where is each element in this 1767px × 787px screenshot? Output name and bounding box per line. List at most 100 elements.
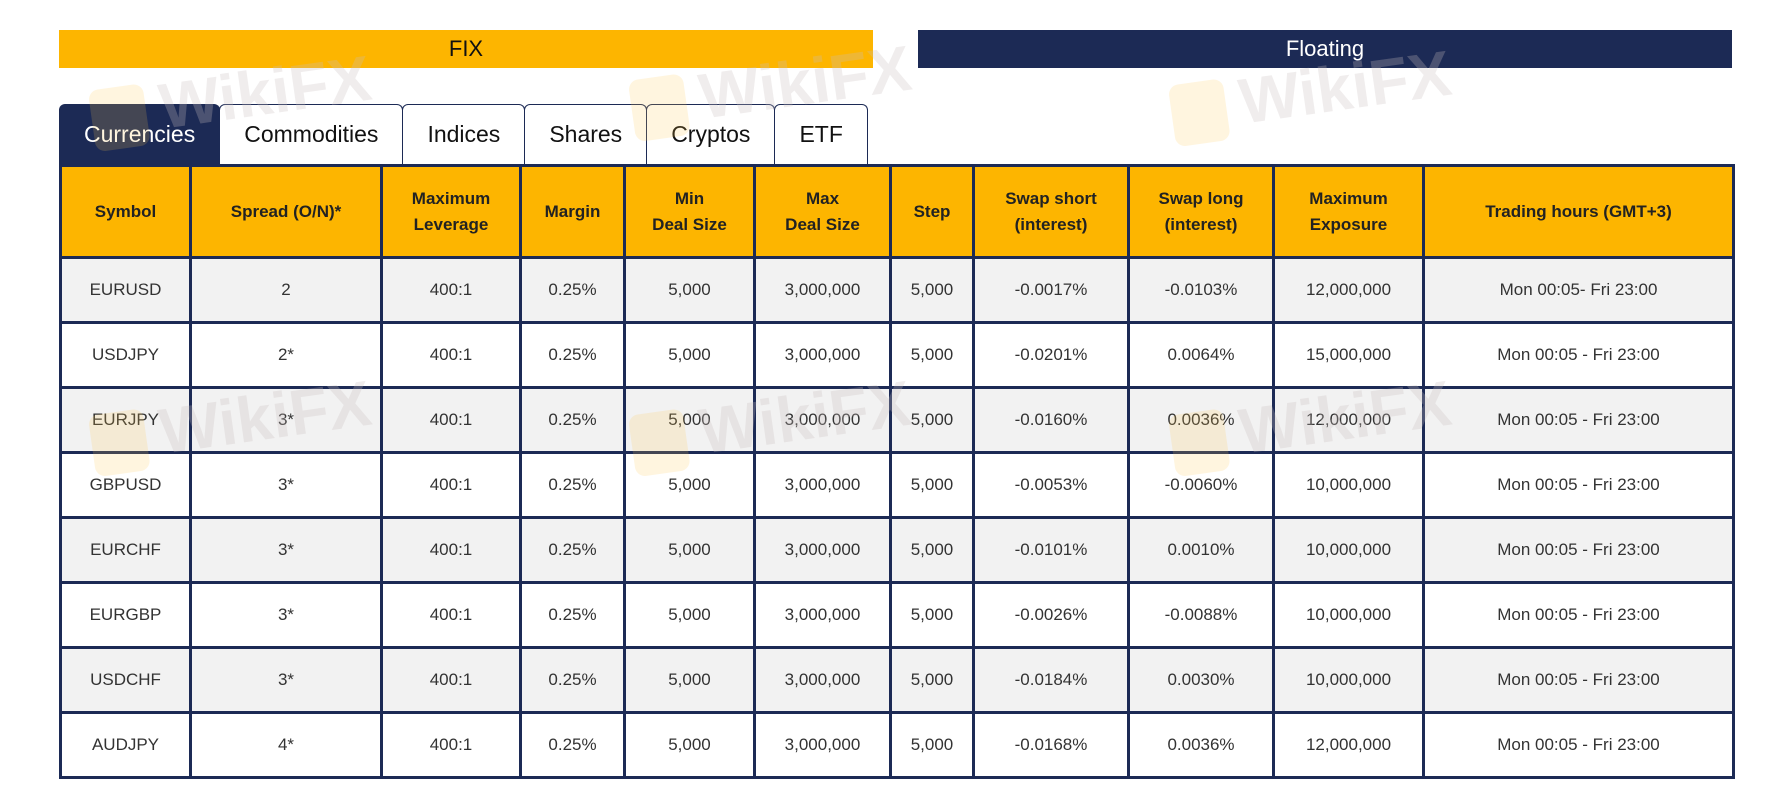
cell-step: 5,000 — [889, 516, 975, 584]
cell-symbol: GBPUSD — [59, 451, 192, 519]
cell-min-deal-size: 5,000 — [623, 711, 756, 779]
tab-etf[interactable]: ETF — [774, 104, 868, 165]
cell-swap-long: 0.0064% — [1127, 321, 1275, 389]
tab-shares[interactable]: Shares — [524, 104, 648, 165]
cell-max-leverage: 400:1 — [380, 581, 522, 649]
cell-max-deal-size: 3,000,000 — [753, 256, 892, 324]
cell-swap-short: -0.0201% — [972, 321, 1130, 389]
header-trading-hours: Trading hours (GMT+3) — [1422, 164, 1735, 259]
cell-margin: 0.25% — [519, 256, 626, 324]
cell-min-deal-size: 5,000 — [623, 256, 756, 324]
cell-min-deal-size: 5,000 — [623, 581, 756, 649]
cell-trading-hours: Mon 00:05 - Fri 23:00 — [1422, 321, 1735, 389]
cell-max-deal-size: 3,000,000 — [753, 711, 892, 779]
cell-margin: 0.25% — [519, 516, 626, 584]
fix-pricing-button[interactable]: FIX — [59, 30, 873, 68]
cell-swap-short: -0.0101% — [972, 516, 1130, 584]
cell-margin: 0.25% — [519, 646, 626, 714]
cell-min-deal-size: 5,000 — [623, 321, 756, 389]
cell-max-leverage: 400:1 — [380, 516, 522, 584]
tab-cryptos[interactable]: Cryptos — [646, 104, 776, 165]
cell-max-leverage: 400:1 — [380, 321, 522, 389]
cell-step: 5,000 — [889, 321, 975, 389]
header-swap-long: Swap long (interest) — [1127, 164, 1275, 259]
cell-max-exposure: 10,000,000 — [1272, 451, 1425, 519]
cell-swap-short: -0.0017% — [972, 256, 1130, 324]
cell-max-leverage: 400:1 — [380, 451, 522, 519]
cell-max-deal-size: 3,000,000 — [753, 516, 892, 584]
cell-max-deal-size: 3,000,000 — [753, 386, 892, 454]
tab-indices[interactable]: Indices — [402, 104, 526, 165]
cell-swap-short: -0.0168% — [972, 711, 1130, 779]
floating-pricing-button[interactable]: Floating — [918, 30, 1732, 68]
cell-max-exposure: 12,000,000 — [1272, 711, 1425, 779]
header-max-leverage: Maximum Leverage — [380, 164, 522, 259]
cell-step: 5,000 — [889, 451, 975, 519]
cell-symbol: AUDJPY — [59, 711, 192, 779]
cell-spread: 3* — [189, 386, 383, 454]
header-margin: Margin — [519, 164, 626, 259]
cell-min-deal-size: 5,000 — [623, 386, 756, 454]
cell-swap-short: -0.0160% — [972, 386, 1130, 454]
cell-swap-long: -0.0103% — [1127, 256, 1275, 324]
table-header-row: Symbol Spread (O/N)* Maximum Leverage Margin… — [59, 164, 1735, 259]
cell-trading-hours: Mon 00:05 - Fri 23:00 — [1422, 646, 1735, 714]
cell-symbol: EURCHF — [59, 516, 192, 584]
table-row: EURJPY 3* 400:1 0.25% 5,000 3,000,000 5,000 -0.… — [59, 386, 1735, 454]
cell-spread: 3* — [189, 451, 383, 519]
header-spread: Spread (O/N)* — [189, 164, 383, 259]
cell-step: 5,000 — [889, 711, 975, 779]
header-symbol: Symbol — [59, 164, 192, 259]
cell-max-exposure: 12,000,000 — [1272, 386, 1425, 454]
cell-max-leverage: 400:1 — [380, 256, 522, 324]
cell-spread: 2 — [189, 256, 383, 324]
header-max-deal-size: Max Deal Size — [753, 164, 892, 259]
cell-max-deal-size: 3,000,000 — [753, 451, 892, 519]
cell-max-exposure: 15,000,000 — [1272, 321, 1425, 389]
cell-swap-long: 0.0036% — [1127, 386, 1275, 454]
cell-symbol: EURUSD — [59, 256, 192, 324]
instrument-tabs: Currencies Commodities Indices Shares Cr… — [59, 104, 868, 165]
cell-max-exposure: 10,000,000 — [1272, 581, 1425, 649]
cell-swap-short: -0.0184% — [972, 646, 1130, 714]
table-row: USDCHF 3* 400:1 0.25% 5,000 3,000,000 5,000 -0.… — [59, 646, 1735, 714]
cell-symbol: EURGBP — [59, 581, 192, 649]
cell-trading-hours: Mon 00:05 - Fri 23:00 — [1422, 386, 1735, 454]
cell-step: 5,000 — [889, 256, 975, 324]
cell-max-deal-size: 3,000,000 — [753, 321, 892, 389]
cell-spread: 2* — [189, 321, 383, 389]
cell-max-exposure: 12,000,000 — [1272, 256, 1425, 324]
cell-swap-long: -0.0088% — [1127, 581, 1275, 649]
tab-currencies[interactable]: Currencies — [59, 104, 221, 165]
table-row: EURGBP 3* 400:1 0.25% 5,000 3,000,000 5,000 -0.… — [59, 581, 1735, 649]
cell-swap-long: 0.0010% — [1127, 516, 1275, 584]
cell-spread: 3* — [189, 581, 383, 649]
cell-margin: 0.25% — [519, 711, 626, 779]
cell-step: 5,000 — [889, 386, 975, 454]
header-swap-short: Swap short (interest) — [972, 164, 1130, 259]
table-row: AUDJPY 4* 400:1 0.25% 5,000 3,000,000 5,000 -0.… — [59, 711, 1735, 779]
cell-swap-long: 0.0036% — [1127, 711, 1275, 779]
cell-trading-hours: Mon 00:05- Fri 23:00 — [1422, 256, 1735, 324]
cell-trading-hours: Mon 00:05 - Fri 23:00 — [1422, 581, 1735, 649]
tab-commodities[interactable]: Commodities — [219, 104, 404, 165]
cell-spread: 3* — [189, 646, 383, 714]
cell-margin: 0.25% — [519, 451, 626, 519]
cell-max-deal-size: 3,000,000 — [753, 581, 892, 649]
cell-symbol: USDCHF — [59, 646, 192, 714]
cell-max-deal-size: 3,000,000 — [753, 646, 892, 714]
cell-min-deal-size: 5,000 — [623, 646, 756, 714]
cell-margin: 0.25% — [519, 581, 626, 649]
table-row: GBPUSD 3* 400:1 0.25% 5,000 3,000,000 5,000 -0.… — [59, 451, 1735, 519]
cell-max-leverage: 400:1 — [380, 386, 522, 454]
cell-trading-hours: Mon 00:05 - Fri 23:00 — [1422, 516, 1735, 584]
cell-swap-short: -0.0053% — [972, 451, 1130, 519]
cell-swap-short: -0.0026% — [972, 581, 1130, 649]
table-row: EURUSD 2 400:1 0.25% 5,000 3,000,000 5,000 -0.0… — [59, 256, 1735, 324]
cell-max-exposure: 10,000,000 — [1272, 516, 1425, 584]
table-row: USDJPY 2* 400:1 0.25% 5,000 3,000,000 5,000 -0.… — [59, 321, 1735, 389]
cell-spread: 4* — [189, 711, 383, 779]
cell-step: 5,000 — [889, 646, 975, 714]
cell-spread: 3* — [189, 516, 383, 584]
cell-trading-hours: Mon 00:05 - Fri 23:00 — [1422, 451, 1735, 519]
